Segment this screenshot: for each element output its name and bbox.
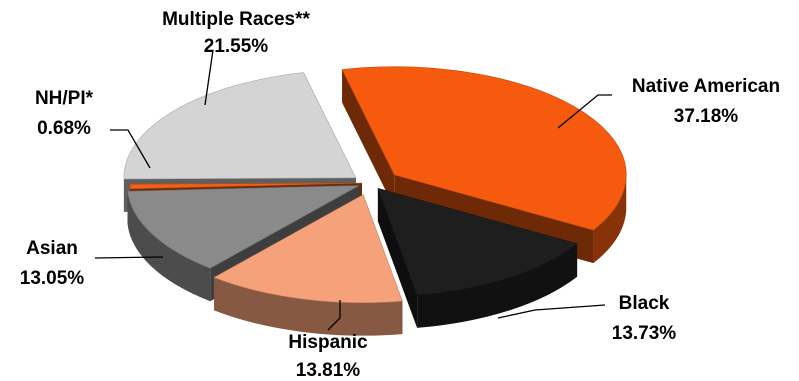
label-native-american: Native American xyxy=(632,76,780,97)
slice-multiple-races xyxy=(123,72,357,180)
label-asian: Asian xyxy=(26,238,78,259)
value-native-american: 37.18% xyxy=(674,106,739,127)
slice-side-native-american-0 xyxy=(342,69,395,208)
slice-black xyxy=(377,187,578,296)
slice-native-american xyxy=(341,66,627,231)
value-nhpi: 0.68% xyxy=(37,118,91,139)
slice-side-black-1 xyxy=(377,188,418,328)
label-nhpi: NH/PI* xyxy=(35,88,94,109)
value-black: 13.73% xyxy=(612,323,677,344)
label-multiple-races: Multiple Races** xyxy=(162,9,310,30)
slice-tops xyxy=(123,66,627,303)
slice-rim-asian-0 xyxy=(127,191,211,302)
leader-nhpi xyxy=(110,129,151,169)
slice-rim-native-american-0 xyxy=(593,174,627,264)
leader-hispanic xyxy=(327,300,341,331)
slice-rim-black-0 xyxy=(417,243,578,328)
value-asian: 13.05% xyxy=(20,268,85,289)
slice-nhpi xyxy=(129,182,363,190)
slice-hispanic xyxy=(213,194,403,303)
label-black: Black xyxy=(619,293,670,314)
leader-native-american xyxy=(557,94,612,129)
value-multiple-races: 21.55% xyxy=(204,36,269,57)
value-hispanic: 13.81% xyxy=(296,360,361,381)
label-hispanic: Hispanic xyxy=(288,332,368,353)
leader-multiple-races xyxy=(204,49,214,106)
leader-black xyxy=(497,304,606,319)
slice-asian xyxy=(127,185,360,269)
leader-asian xyxy=(94,256,164,259)
